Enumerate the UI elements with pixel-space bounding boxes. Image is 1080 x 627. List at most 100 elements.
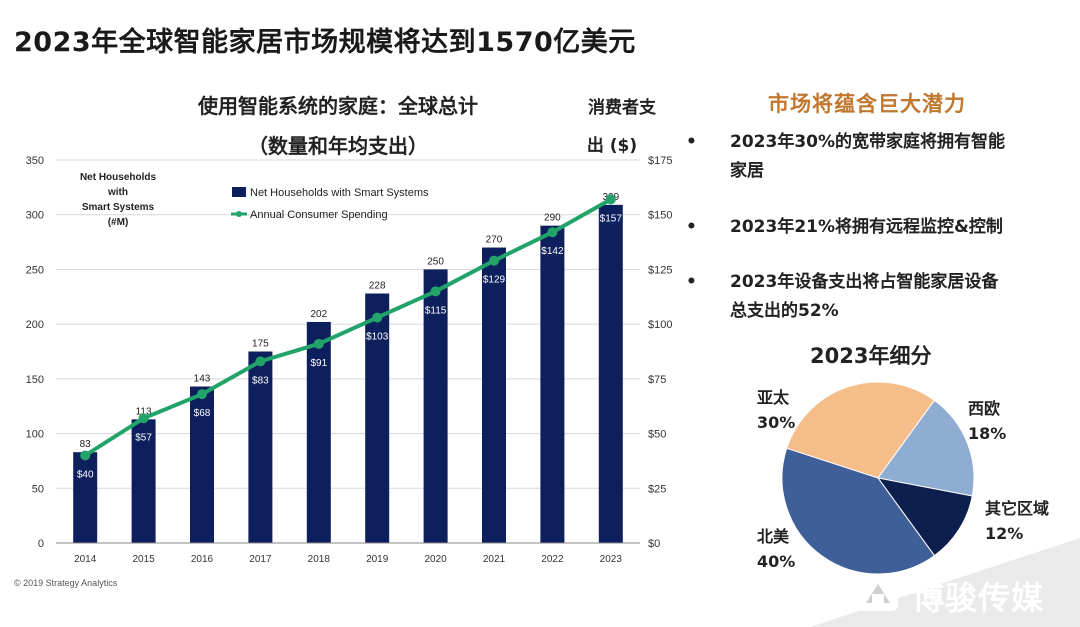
x-tick-label: 2016 [191,554,214,565]
y-tick-label: 150 [26,374,44,386]
bullet-text-line2: 总支出的52% [730,301,839,321]
x-tick-label: 2015 [132,554,155,565]
line-point [313,338,324,349]
bar-value-label: 175 [252,339,269,350]
bar [73,452,98,543]
pie-title: 2023年细分 [810,344,932,368]
inner-label-line: Smart Systems [82,202,155,213]
legend-swatch-bars [232,187,246,197]
bullet-dot: • [686,132,697,152]
y2-tick-label: $100 [648,319,672,331]
axes-layer: 0 50 100 150 200 250 300 350 $0 $25 $50 $75 $100 $125… [26,155,673,565]
line-value-label: $57 [135,432,152,443]
line-value-label: $142 [541,246,564,257]
line-value-label: $157 [600,213,623,224]
pie-label-west-europe: 西欧 18% [968,399,1007,443]
line-point [605,194,616,205]
line-layer: $40 $57 $68 $83 $91 $103 $115 $129 $142 $157 [77,194,623,480]
y-tick-label: 200 [26,319,44,331]
right-axis-title-line1: 消费者支 [588,97,657,118]
bars-layer: 83113143175202228250270290309 [73,192,623,544]
bar [190,386,214,543]
y-tick-label: 250 [26,264,44,276]
bar [248,351,273,543]
pie-label-apac: 亚太 30% [757,388,796,432]
bar-value-label: 143 [194,374,211,385]
pie-slice [877,399,975,497]
legend-label-bars: Net Households with Smart Systems [250,187,429,199]
bullet-text-line1: 2023年30%的宽带家庭将拥有智能 [730,132,1006,152]
x-tick-label: 2021 [483,554,506,565]
line-value-label: $40 [77,469,94,480]
bar [306,321,331,543]
legend-label-line: Annual Consumer Spending [250,209,388,221]
chart-title: 使用智能系统的家庭：全球总计 [197,94,478,118]
watermark-text: 博骏传媒 [912,579,1045,617]
right-axis-title-line2: 出 ($) [587,135,637,156]
bar-value-label: 290 [544,213,561,224]
region-pie-chart [781,381,975,575]
bar-value-label: 250 [427,256,444,267]
line-point [372,312,383,323]
legend-marker-line [236,211,242,217]
line-value-label: $103 [366,332,389,343]
inner-label-line: Net Households [80,172,157,183]
bar [598,204,623,543]
bar-value-label: 228 [369,281,386,292]
y2-tick-label: $50 [648,429,666,441]
y2-tick-label: $175 [648,155,672,167]
line-point [80,450,91,461]
line-value-label: $91 [310,358,327,369]
inner-label-line: (#M) [108,217,129,228]
bar-value-label: 83 [80,439,92,450]
line-point [197,389,207,400]
y2-tick-label: $75 [648,374,666,386]
spending-line [84,197,612,458]
y-tick-label: 350 [26,155,44,167]
legend: Net Households with Smart Systems Annual … [231,187,429,221]
copyright-note: © 2019 Strategy Analytics [14,578,118,588]
y2-tick-label: $125 [648,264,672,276]
bar [482,247,506,544]
line-value-label: $68 [194,408,211,419]
y2-tick-label: $150 [648,210,672,222]
bullet-dot: • [686,217,697,237]
bullet-text-line1: 2023年21%将拥有远程监控&控制 [730,217,1003,237]
bar-value-label: 270 [486,235,503,246]
y-tick-label: 100 [26,429,44,441]
x-tick-label: 2018 [308,554,331,565]
line-point [255,356,266,367]
y2-tick-label: $25 [648,483,666,495]
y-tick-label: 50 [32,483,44,495]
line-value-label: $115 [425,305,447,316]
bar [540,225,565,543]
line-point [547,227,558,238]
page-title: 2023年全球智能家居市场规模将达到1570亿美元 [14,27,636,58]
bar [423,269,448,543]
bullet-text-line2: 家居 [730,161,764,181]
bar [365,293,390,543]
line-point [138,413,149,424]
line-point [430,286,441,297]
line-value-label: $129 [483,275,506,286]
x-tick-label: 2014 [74,554,97,565]
x-tick-label: 2022 [541,554,564,565]
line-value-label: $83 [252,375,269,386]
inner-label-line: with [107,187,128,198]
bullet-dot: • [686,272,697,292]
bullet-text-line1: 2023年设备支出将占智能家居设备 [730,272,999,292]
bar-value-label: 113 [136,406,152,417]
pie-label-other: 其它区域 12% [985,499,1050,543]
bar [131,419,156,543]
bar-value-label: 202 [310,309,327,320]
x-tick-label: 2017 [249,554,272,565]
inner-label: Net Households with Smart Systems (#M) [80,172,157,228]
y2-tick-label: $0 [648,538,660,550]
x-tick-label: 2019 [366,554,389,565]
x-tick-label: 2020 [424,554,447,565]
y-tick-label: 300 [26,210,44,222]
y-tick-label: 0 [38,538,44,550]
line-point [489,255,499,266]
pie-slice [786,381,936,479]
